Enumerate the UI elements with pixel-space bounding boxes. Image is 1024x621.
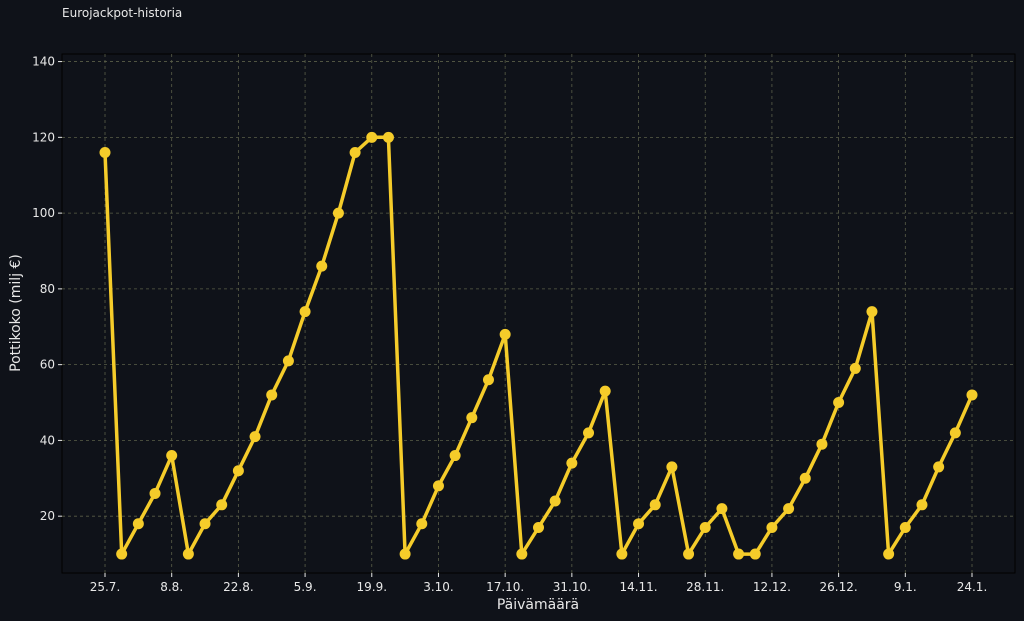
y-tick-label: 100 bbox=[32, 206, 55, 220]
data-point bbox=[966, 389, 978, 401]
data-point bbox=[132, 518, 144, 530]
data-point bbox=[149, 487, 161, 499]
x-tick-label: 19.9. bbox=[356, 580, 387, 594]
data-point bbox=[316, 260, 328, 272]
data-point bbox=[449, 450, 461, 462]
x-tick-label: 22.8. bbox=[223, 580, 254, 594]
x-tick-label: 3.10. bbox=[423, 580, 454, 594]
data-point bbox=[533, 522, 544, 534]
x-tick-label: 5.9. bbox=[294, 580, 317, 594]
y-tick-label: 80 bbox=[40, 282, 55, 296]
x-tick-label: 31.10. bbox=[553, 580, 591, 594]
data-point bbox=[349, 146, 361, 158]
data-point bbox=[466, 412, 478, 424]
x-tick-label: 12.12. bbox=[753, 580, 791, 594]
data-point bbox=[199, 518, 211, 530]
data-point bbox=[916, 499, 928, 511]
data-point bbox=[299, 306, 311, 318]
y-tick-label: 120 bbox=[32, 130, 55, 144]
data-point bbox=[666, 461, 678, 473]
data-point bbox=[399, 548, 411, 560]
data-point bbox=[266, 389, 278, 401]
data-point bbox=[382, 131, 394, 143]
data-point bbox=[633, 518, 645, 530]
page-title: Eurojackpot-historia bbox=[62, 6, 183, 20]
y-axis-ticks: 20 40 60 80 100 120 140 bbox=[32, 55, 62, 523]
data-point bbox=[899, 522, 911, 534]
data-point bbox=[749, 548, 761, 560]
data-point bbox=[99, 146, 111, 158]
data-point bbox=[733, 548, 745, 560]
data-point bbox=[232, 465, 244, 477]
x-tick-label: 8.8. bbox=[160, 580, 183, 594]
data-point bbox=[883, 548, 895, 560]
data-point bbox=[416, 518, 428, 530]
data-point bbox=[783, 503, 795, 515]
x-tick-label: 17.10. bbox=[486, 580, 524, 594]
data-point bbox=[799, 472, 811, 484]
data-point bbox=[432, 480, 444, 492]
x-axis-label: Päivämäärä bbox=[497, 597, 579, 613]
y-tick-label: 40 bbox=[40, 433, 55, 447]
data-point bbox=[566, 457, 578, 469]
data-point bbox=[716, 503, 728, 515]
data-point bbox=[583, 427, 595, 439]
data-point bbox=[332, 207, 344, 219]
x-tick-label: 9.1. bbox=[894, 580, 917, 594]
data-point bbox=[182, 548, 194, 560]
data-point bbox=[683, 548, 695, 560]
data-point bbox=[599, 385, 611, 397]
x-tick-label: 24.1. bbox=[957, 580, 988, 594]
data-point bbox=[849, 362, 861, 374]
data-point bbox=[282, 355, 294, 367]
data-point bbox=[616, 548, 628, 560]
data-points bbox=[99, 131, 978, 560]
data-point bbox=[766, 522, 778, 534]
data-point bbox=[166, 450, 178, 462]
data-point bbox=[499, 328, 511, 340]
data-point bbox=[649, 499, 661, 511]
data-point bbox=[116, 548, 128, 560]
y-tick-label: 20 bbox=[40, 509, 55, 523]
y-axis-label: Pottikoko (milj €) bbox=[8, 254, 24, 372]
data-point bbox=[366, 131, 378, 143]
x-tick-label: 28.11. bbox=[686, 580, 724, 594]
data-point bbox=[482, 374, 494, 386]
series-line bbox=[103, 135, 974, 556]
data-point bbox=[699, 522, 711, 534]
plot-area bbox=[61, 53, 1016, 574]
y-tick-label: 140 bbox=[32, 55, 55, 69]
data-point bbox=[216, 499, 228, 511]
x-tick-label: 26.12. bbox=[820, 580, 858, 594]
data-point bbox=[949, 427, 961, 439]
x-tick-label: 25.7. bbox=[90, 580, 121, 594]
data-point bbox=[816, 438, 828, 450]
data-point bbox=[516, 548, 528, 560]
data-point bbox=[249, 431, 261, 443]
x-tick-label: 14.11. bbox=[619, 580, 657, 594]
data-point bbox=[866, 306, 878, 318]
x-axis-ticks: 25.7. 8.8. 22.8. 5.9. 19.9. 3.10. 17.10. 31.10.… bbox=[90, 573, 988, 594]
data-point bbox=[933, 461, 945, 473]
y-tick-label: 60 bbox=[40, 358, 55, 372]
data-point bbox=[833, 397, 845, 409]
data-point bbox=[549, 495, 561, 507]
